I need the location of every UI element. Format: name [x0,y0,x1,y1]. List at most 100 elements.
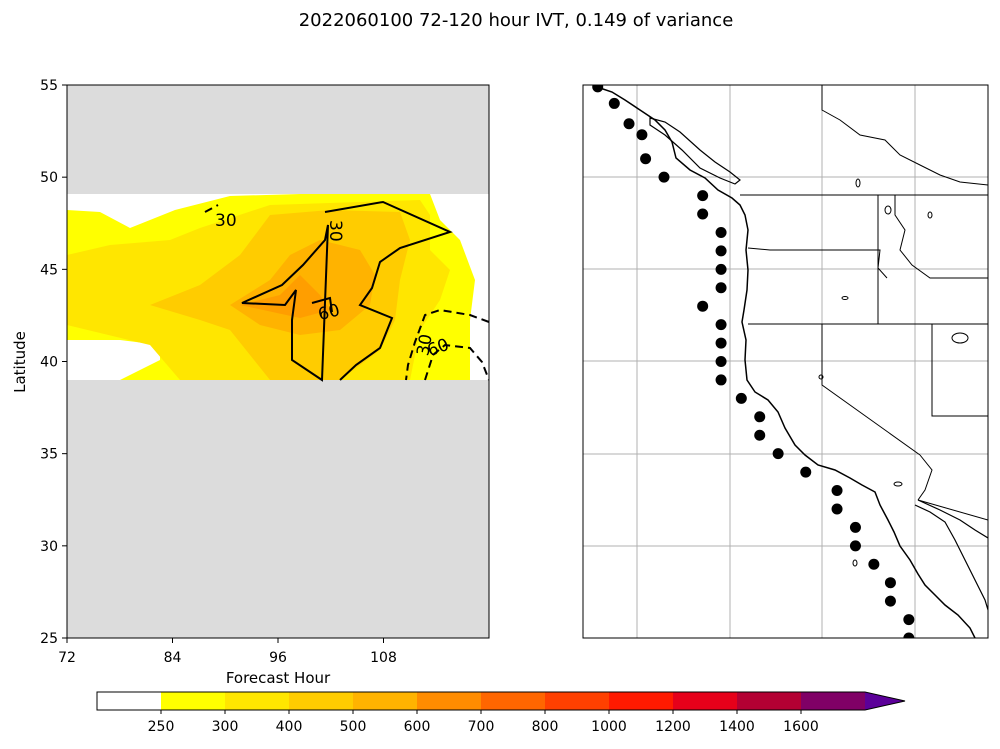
colorbar-segment [289,692,354,710]
station-marker [715,337,727,349]
colorbar-tick-label: 250 [148,719,175,735]
colorbar-segment [161,692,226,710]
station-marker [640,153,652,165]
lake [893,481,903,487]
y-tick-label: 35 [40,447,58,463]
map-frame [582,84,989,639]
y-tick-label: 25 [40,631,58,647]
station-marker [884,577,896,589]
y-tick-label: 55 [40,78,58,94]
baja-peninsula [914,504,988,611]
colorbar-segment [97,692,162,710]
station-marker [715,282,727,294]
contour-solid-60b [241,224,329,382]
variance-contours [204,200,489,382]
gulf-coast [917,499,988,539]
x-axis-label: Forecast Hour [226,669,331,687]
ca-az-border [917,454,933,501]
station-marker [831,503,843,515]
station-marker [754,429,766,441]
ivt-fill-600 [240,275,330,318]
colorbar-tick-label: 1000 [591,719,627,735]
station-marker [868,558,880,570]
contour-dashed-30c [424,343,489,381]
colorbar-tick-label: 1400 [719,719,755,735]
station-marker [715,263,727,275]
wa-or-border [747,247,888,279]
colorbar-tick-label: 700 [468,719,495,735]
station-marker [715,319,727,331]
colorbar-segment [353,692,418,710]
colorbar-segment [545,692,610,710]
y-axis-label: Latitude [11,331,29,393]
station-marker [636,129,648,141]
station-marker [831,485,843,497]
lake [927,211,933,219]
contour-dashed-30a [204,204,219,213]
station-marker [800,466,812,478]
colorbar-extend-arrow [865,692,905,710]
station-marker [754,411,766,423]
lake [951,332,969,344]
colorbar-tick-label: 1200 [655,719,691,735]
contour-label: 30 [413,333,436,358]
station-marker [715,356,727,367]
colorbar: 250 300 400 500 600 700 800 1000 1200 1400 1600 [96,691,906,735]
az-border [931,324,988,417]
station-marker [715,226,727,238]
contour-solid-60c [311,296,333,313]
contour-label: 30 [215,211,237,231]
x-axis: 72 84 96 108 [58,638,397,666]
station-marker [608,97,620,109]
x-tick-label: 108 [370,650,397,666]
y-tick-label: 30 [40,539,58,555]
station-marker [697,300,709,312]
y-axis: 25 30 35 40 45 50 55 [40,78,67,647]
station-marker [849,521,861,533]
ivt-field [67,194,489,382]
station-marker [772,448,784,460]
colorbar-segment [609,692,674,710]
station-marker [697,208,709,220]
y-tick-label: 40 [40,355,58,371]
lakes [818,178,969,567]
y-tick-label: 45 [40,262,58,278]
station-marker [903,614,915,626]
colorbar-tick-label: 400 [276,719,303,735]
colorbar-segment [673,692,738,710]
x-tick-label: 96 [269,650,287,666]
station-marker [884,595,896,607]
station-marker [697,190,709,202]
colorbar-tick-label: 1600 [783,719,819,735]
station-markers [592,85,915,638]
y-tick-label: 50 [40,170,58,186]
station-marker [623,118,635,130]
colorbar-tick-label: 600 [404,719,431,735]
colorbar-segment [801,692,866,710]
colorbar-tick-label: 500 [340,719,367,735]
political-borders [740,85,988,521]
contour-label: 30 [325,220,345,242]
station-marker [592,85,604,93]
nv-border [821,324,921,456]
station-marker [715,374,727,386]
lake [852,559,858,567]
map-panel [582,84,989,639]
mexico-border [917,499,988,521]
colorbar-segment [737,692,802,710]
x-tick-label: 84 [164,650,182,666]
lake [818,374,824,380]
station-marker [849,540,861,552]
bc-interior [821,85,988,186]
station-marker [735,392,747,404]
lake [884,205,892,215]
lake [855,178,861,188]
lake [841,296,849,300]
coastline [599,87,976,638]
vancouver-island [649,117,741,185]
station-marker [658,171,670,183]
station-marker [715,245,727,257]
colorbar-tick-label: 300 [212,719,239,735]
